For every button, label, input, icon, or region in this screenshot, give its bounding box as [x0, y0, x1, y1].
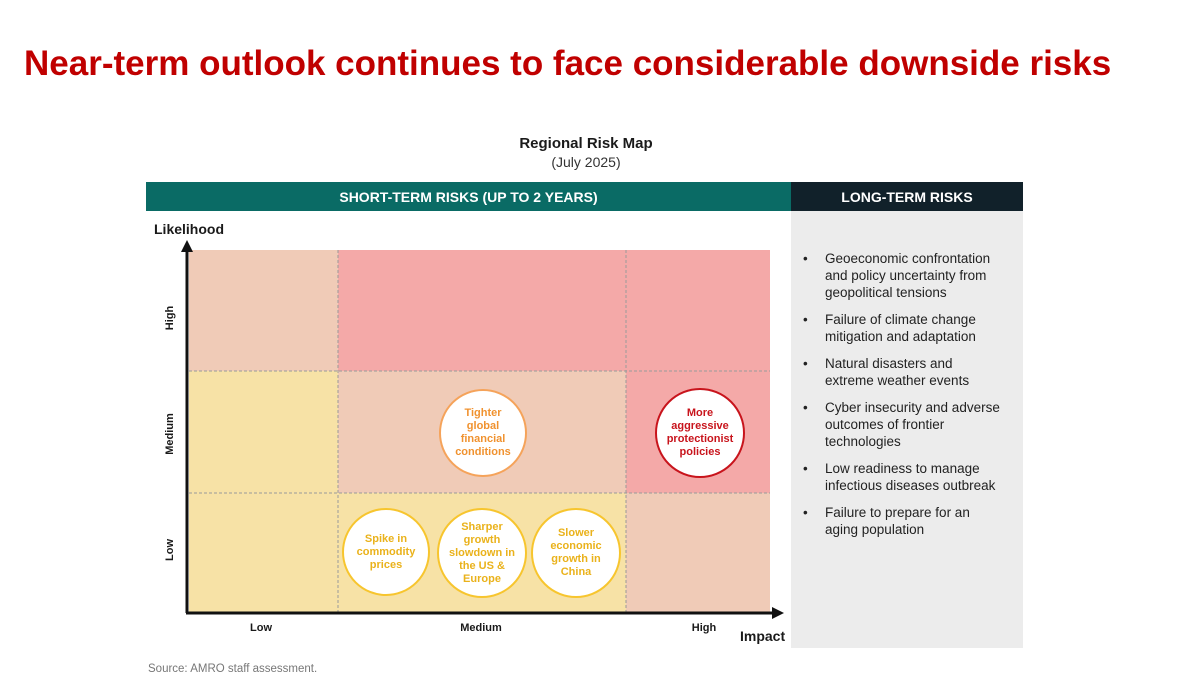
list-item: • Natural disasters and extreme weather e… — [803, 356, 970, 388]
cell-low-high — [626, 493, 770, 612]
y-tick-low: Low — [164, 539, 176, 561]
risk-bubble-protectionist-policies: More aggressive protectionist policies — [655, 388, 745, 478]
list-item: • Failure to prepare for an aging populat… — [803, 505, 970, 537]
long-term-risk-list: • Geoeconomic confrontation and policy un… — [803, 250, 1003, 548]
cell-low-low — [189, 493, 338, 612]
long-term-risk-text: Failure to prepare for an aging populati… — [825, 505, 970, 537]
risk-bubble-tighter-financial-conditions: Tighter global financial conditions — [439, 389, 527, 477]
x-axis-label: Impact — [740, 628, 786, 644]
risk-bubble-china-growth: Slower economic growth in China — [531, 508, 621, 598]
long-term-risk-text: Natural disasters and extreme weather ev… — [825, 356, 970, 388]
cell-high-low — [189, 250, 338, 371]
cell-high-high — [626, 250, 770, 371]
y-tick-medium: Medium — [164, 413, 176, 455]
long-term-risk-text: Failure of climate change mitigation and… — [825, 312, 976, 344]
long-term-header: LONG-TERM RISKS — [791, 182, 1023, 211]
y-axis-label: Likelihood — [154, 221, 224, 237]
x-tick-low: Low — [250, 622, 272, 634]
y-tick-high: High — [164, 305, 176, 331]
short-term-header: SHORT-TERM RISKS (UP TO 2 YEARS) — [146, 182, 791, 211]
map-subtitle: (July 2025) — [551, 154, 621, 170]
source-note: Source: AMRO staff assessment. — [148, 663, 318, 675]
map-title: Regional Risk Map — [519, 135, 653, 152]
list-item: • Cyber insecurity and adverse outcomes o… — [803, 400, 1000, 449]
long-term-risk-text: Cyber insecurity and adverse outcomes of… — [825, 400, 1000, 449]
x-tick-medium: Medium — [460, 622, 502, 634]
cell-medium-low — [189, 371, 338, 493]
list-item: • Low readiness to manage infectious dise… — [803, 461, 996, 493]
list-item: • Geoeconomic confrontation and policy un… — [803, 251, 991, 300]
slide-title: Near-term outlook continues to face cons… — [24, 44, 1112, 83]
x-tick-high: High — [691, 622, 717, 634]
risk-bubble-growth-slowdown-us-europe: Sharper growth slowdown in the US & Euro… — [437, 508, 527, 598]
long-term-risk-text: Geoeconomic confrontation and policy unc… — [825, 251, 991, 300]
risk-bubble-commodity-prices: Spike in commodity prices — [342, 508, 430, 596]
list-item: • Failure of climate change mitigation an… — [803, 312, 976, 344]
cell-high-medium — [338, 250, 626, 371]
long-term-risk-text: Low readiness to manage infectious disea… — [825, 461, 996, 493]
